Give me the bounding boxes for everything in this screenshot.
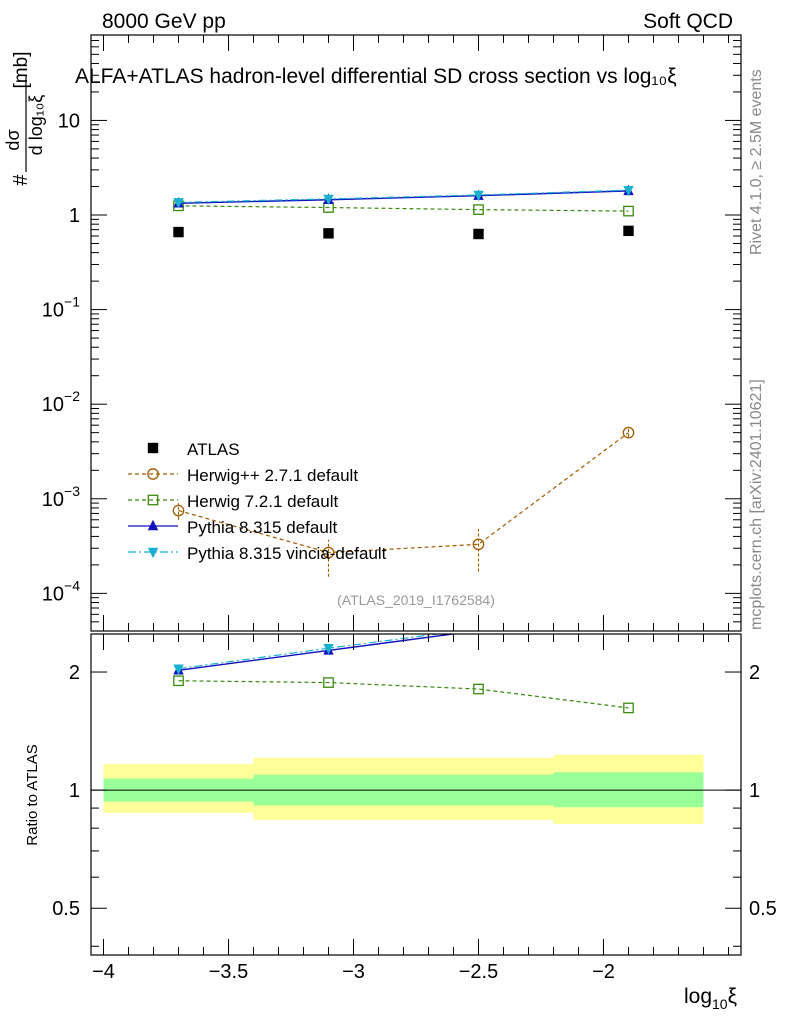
x-tick-label: −3.5 [209,961,248,983]
ratio-series-pythia-8-315-default [173,634,459,675]
legend-label: Pythia 8.315 vincia-default [187,544,387,563]
ratio-point [173,675,184,687]
ratio-uncertainty-bands [103,754,704,824]
series-line [178,205,629,212]
series-line [178,190,629,204]
data-point [173,226,184,238]
data-point [323,194,334,206]
analysis-watermark: (ATLAS_2019_I1762584) [337,592,495,608]
legend-label: ATLAS [187,440,240,459]
data-point [622,426,635,439]
header-category: Soft QCD [643,10,733,33]
data-point [623,225,634,237]
series-atlas [173,225,634,240]
ratio-y-tick-label: 1 [69,780,80,802]
ratio-point [323,677,334,688]
main-y-tick-label: 10−2 [42,388,80,416]
main-y-tick-label: 10−4 [42,577,80,605]
legend-entry: Pythia 8.315 vincia-default [128,544,387,563]
ratio-y-tick-label-right: 0.5 [749,898,777,920]
x-axis-label: log10ξ [684,985,737,1012]
main-y-tick-label: 10−1 [42,294,80,322]
data-point [172,504,185,517]
ratio-point [173,664,184,675]
data-point [623,205,634,217]
data-point [322,546,335,559]
series-herwig-7-2-1-default [173,200,634,217]
data-point [473,228,484,240]
legend-entry: Herwig++ 2.7.1 default [128,466,358,485]
header-energy: 8000 GeV pp [102,10,226,33]
legend-marker [147,442,159,454]
legend-marker [147,494,159,506]
main-y-tick-label: 10−3 [42,483,80,511]
ratio-y-tick-label: 2 [69,662,80,684]
x-tick-label: −3 [342,961,365,983]
x-tick-label: −2.5 [459,961,498,983]
data-point [623,185,634,197]
legend-label: Herwig 7.2.1 default [187,492,338,511]
main-y-tick-exponent: −4 [64,577,80,593]
ratio-frame [90,633,742,956]
main-y-tick-exponent: −3 [64,483,80,499]
ratio-point [323,644,334,655]
legend-entry: ATLAS [147,440,240,459]
x-tick-labels: −4 −3.5 −3 −2.5 −2 [92,961,615,983]
legend-entry: Pythia 8.315 default [128,518,338,537]
legend-entry: Herwig 7.2.1 default [128,492,338,511]
ratio-series-herwig-7-2-1-default [173,675,634,714]
series-pythia-8-315-vincia-default [173,185,634,209]
main-axis-ticks [91,34,741,632]
legend-marker [147,547,159,559]
legend-marker [147,468,159,480]
legend-label: Pythia 8.315 default [187,518,338,537]
main-y-tick-labels: 10−4 10−3 10−2 10−1 1 10 [42,110,80,605]
main-y-axis-label: # dσ d log₁₀ξ [mb] [3,52,46,186]
data-point [473,190,484,202]
plot-title: ALFA+ATLAS hadron-level differential SD … [75,65,677,88]
main-y-tick-exponent: −1 [64,294,80,310]
main-frame [90,34,742,632]
data-point [173,198,184,209]
series-line [178,432,629,554]
legend: ATLAS Herwig++ 2.7.1 default Herwig 7.2.1 … [128,440,387,563]
main-y-tick-exponent: −2 [64,388,80,404]
x-tick-label: −2 [592,961,615,983]
ratio-line [178,680,629,709]
ratio-y-axis-label: Ratio to ATLAS [24,744,41,845]
main-y-tick-label: 1 [69,205,80,227]
series-herwig-2-7-1-default [172,426,635,577]
legend-marker [147,519,159,531]
ratio-point [473,683,484,695]
series-line [178,189,629,203]
ratio-y-tick-labels: 0.5 0.5 1 1 2 2 [52,662,777,920]
data-point [473,204,484,215]
ratio-y-tick-label: 0.5 [52,898,80,920]
y-label-numerator: dσ [3,129,23,150]
data-point [323,228,334,239]
ratio-point [623,702,634,714]
y-label-hash: # [10,174,32,186]
rivet-version-label: Rivet 4.1.0, ≥ 2.5M events [748,69,765,255]
ratio-axis-ticks [91,634,741,955]
mcplots-label: mcplots.cern.ch [arXiv:2401.10621] [748,379,765,630]
x-tick-label: −4 [92,961,115,983]
y-label-denominator: d log₁₀ξ [26,95,46,156]
main-series [172,184,635,577]
y-label-unit: [mb] [11,52,32,89]
main-y-tick-label: 10 [58,110,80,132]
ratio-series-pythia-8-315-vincia-default [173,634,443,675]
ratio-y-tick-label-right: 2 [749,662,760,684]
series-pythia-8-315-default [173,184,634,208]
ratio-y-tick-label-right: 1 [749,780,760,802]
data-point [472,538,485,551]
legend-label: Herwig++ 2.7.1 default [187,466,358,485]
